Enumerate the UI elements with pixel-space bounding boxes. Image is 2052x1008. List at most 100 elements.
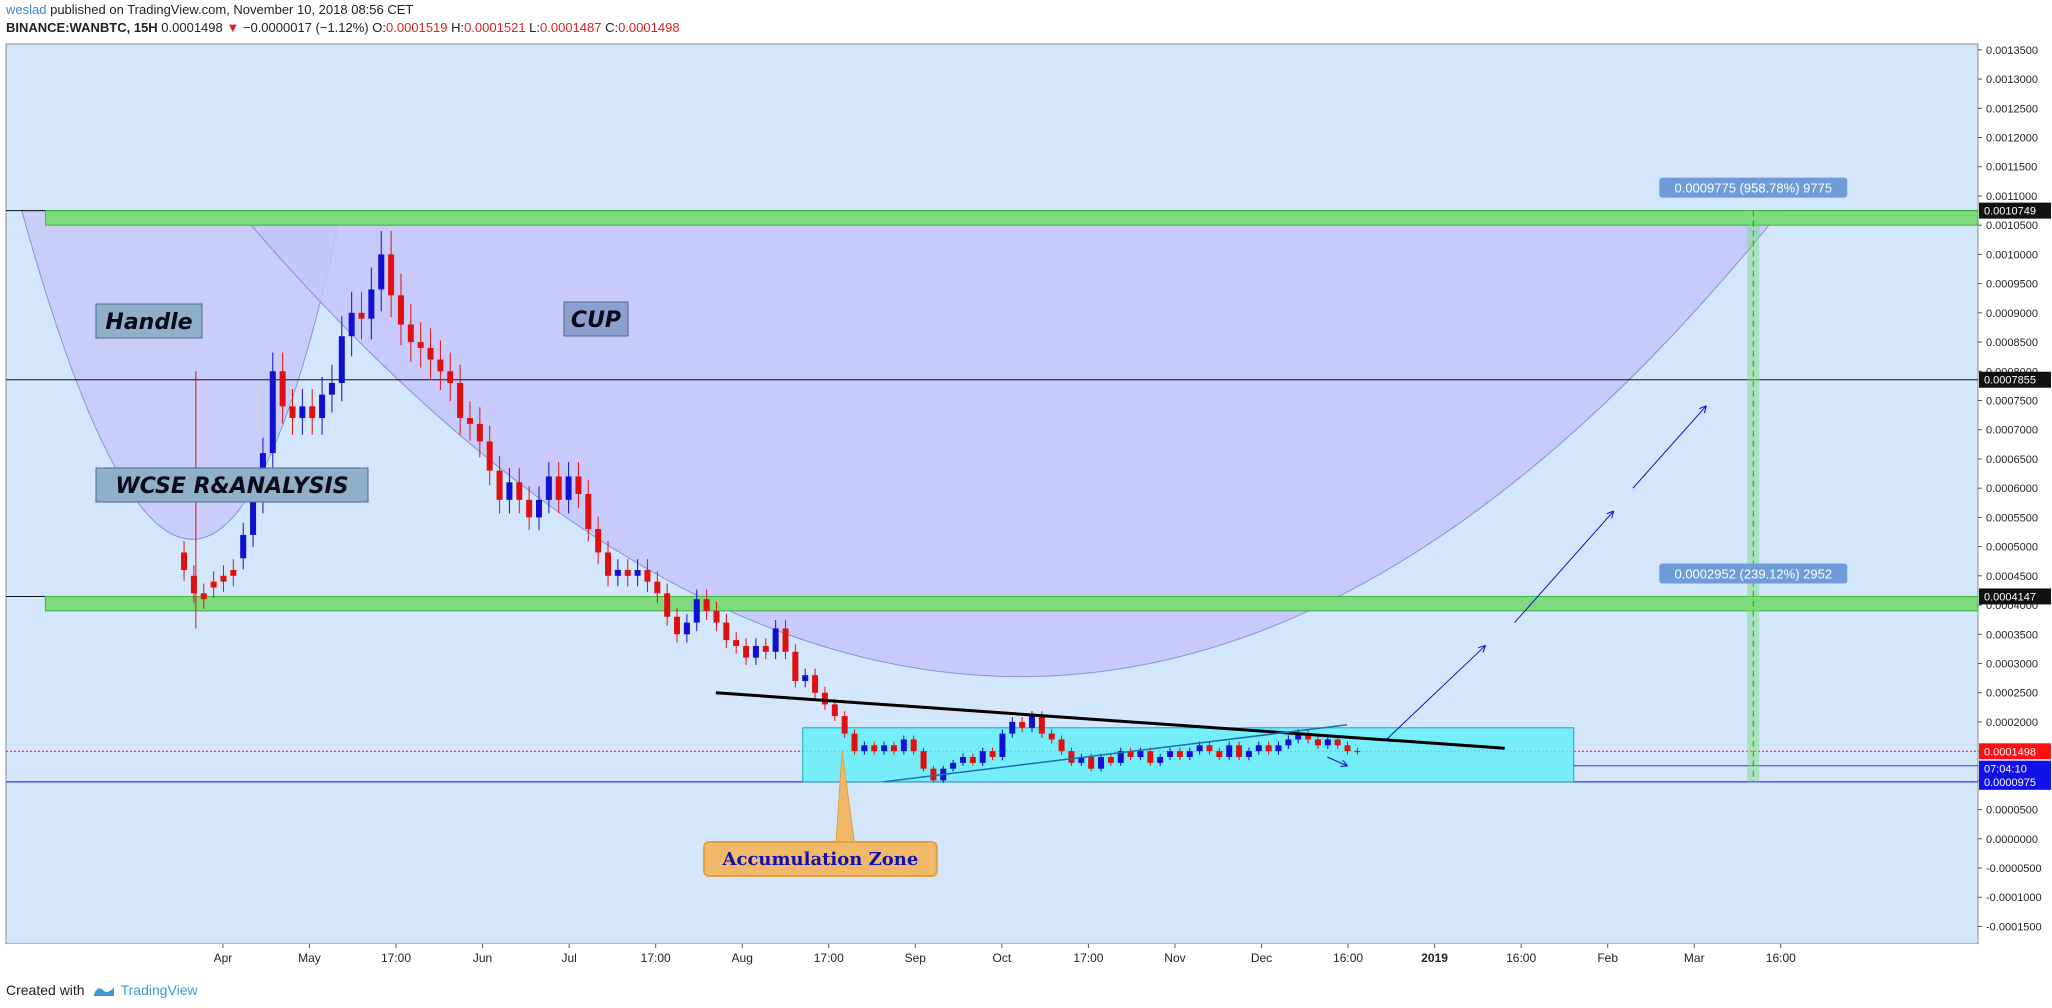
candle-body xyxy=(1206,745,1213,752)
candle-body xyxy=(1127,751,1134,757)
candle-body xyxy=(812,675,819,693)
candle-body xyxy=(950,762,957,769)
y-tick-label: 0.0009500 xyxy=(1986,279,2038,291)
candle-body xyxy=(1078,756,1085,763)
close-value: 0.0001498 xyxy=(618,20,680,35)
accumulation-callout: Accumulation Zone xyxy=(703,751,938,877)
y-tick-label: 0.0011500 xyxy=(1986,162,2037,174)
candle-body xyxy=(299,406,306,419)
publish-line: weslad published on TradingView.com, Nov… xyxy=(6,2,413,17)
candle-body xyxy=(1295,733,1302,740)
y-tick-label: 0.0007000 xyxy=(1986,425,2038,437)
candle-body xyxy=(348,312,355,337)
high-label: H: xyxy=(451,20,465,35)
candle-body xyxy=(1285,739,1292,746)
price-tag-label: 07:04:10 xyxy=(1984,764,2027,776)
candle-body xyxy=(516,482,523,500)
candle-body xyxy=(634,569,641,576)
candle-body xyxy=(210,581,217,588)
candle-body xyxy=(723,622,730,641)
candle-body xyxy=(279,371,286,407)
price-tag-box xyxy=(1979,588,2051,605)
candle-body xyxy=(1137,751,1144,757)
candle-body xyxy=(289,406,296,419)
support-trendline xyxy=(883,724,1348,783)
candle-body xyxy=(417,342,424,348)
candle-body xyxy=(1088,756,1095,769)
author-link[interactable]: weslad xyxy=(6,2,47,17)
candle-body xyxy=(230,569,237,576)
price-tag-label: 0.0007855 xyxy=(1984,375,2036,387)
candle-body xyxy=(1107,756,1114,763)
price-tag-box xyxy=(1979,760,2051,777)
candle-body xyxy=(959,756,966,763)
candle-body xyxy=(1236,745,1243,757)
candle-body xyxy=(693,599,700,623)
candle-body xyxy=(644,569,651,582)
handle-label-box xyxy=(95,303,203,339)
y-tick-label: 0.0010500 xyxy=(1986,220,2038,232)
y-tick-label: 0.0000500 xyxy=(1986,805,2038,817)
candle-body xyxy=(181,552,188,570)
x-tick-label: 16:00 xyxy=(1506,951,1536,965)
candle-body xyxy=(999,733,1006,757)
symbol-label: BINANCE:WANBTC, 15H xyxy=(6,20,158,35)
candle-body xyxy=(1058,739,1065,752)
tradingview-brand[interactable]: TradingView xyxy=(93,982,198,998)
y-tick-label: -0.0001500 xyxy=(1986,921,2042,933)
price-tag-label: 0.0010749 xyxy=(1984,206,2036,218)
footer: Created with TradingView xyxy=(6,982,198,998)
candle-body xyxy=(1009,721,1016,734)
candle-body xyxy=(624,569,631,576)
candle-body xyxy=(358,312,365,319)
y-tick-label: 0.0004500 xyxy=(1986,571,2038,583)
candle-body xyxy=(821,692,828,705)
y-tick-label: 0.0013000 xyxy=(1986,74,2038,86)
x-tick-label: Aug xyxy=(732,951,753,965)
candle-body xyxy=(397,295,404,325)
candle-body xyxy=(427,347,434,360)
y-tick-label: 0.0010000 xyxy=(1986,249,2038,261)
candle-body xyxy=(900,739,907,752)
annotations: Handle CUP WCSE R&ANALYSIS Accumulation Zon… xyxy=(95,177,1848,877)
y-tick-label: 0.0002000 xyxy=(1986,717,2038,729)
price-tag-box xyxy=(1979,202,2051,219)
last-price: 0.0001498 xyxy=(161,20,223,35)
y-tick-label: 0.0006000 xyxy=(1986,483,2038,495)
candle-body xyxy=(1186,751,1193,757)
down-arrow xyxy=(1327,756,1347,766)
x-tick-label: Sep xyxy=(905,951,927,965)
price-tag-box xyxy=(1979,743,2051,760)
x-tick-label: 17:00 xyxy=(814,951,844,965)
wcse-label-text: WCSE R&ANALYSIS xyxy=(115,474,348,499)
candle-body xyxy=(200,593,207,600)
candle-body xyxy=(871,745,878,752)
x-tick-label: Feb xyxy=(1597,951,1618,965)
candle-body xyxy=(585,494,592,530)
candle-body xyxy=(1157,756,1164,763)
candle-body xyxy=(1068,751,1075,763)
resistance-trendline xyxy=(715,691,1505,750)
candle-body xyxy=(536,499,542,518)
price-chart[interactable]: Handle CUP WCSE R&ANALYSIS Accumulation Zon… xyxy=(0,40,2052,980)
measure-mid-tag-text: 0.0002952 (239.12%) 2952 xyxy=(1674,566,1832,581)
trend-drawings xyxy=(715,406,1706,783)
x-tick-label: 16:00 xyxy=(1766,951,1796,965)
candle-body xyxy=(595,529,602,553)
candle-body xyxy=(614,569,621,576)
candle-body xyxy=(861,745,868,752)
candle-body xyxy=(555,476,562,500)
x-tick-label: Nov xyxy=(1164,951,1185,965)
candle-body xyxy=(309,406,316,419)
y-tick-label: 0.0012000 xyxy=(1986,133,2038,145)
candle-body xyxy=(792,651,799,682)
candle-body xyxy=(841,716,848,734)
candle-body xyxy=(447,371,454,383)
price-tag-box xyxy=(1979,773,2051,790)
accumulation-box xyxy=(703,841,938,877)
measure-top-tag-text: 0.0009775 (958.78%) 9775 xyxy=(1674,181,1832,196)
y-tick-label: 0.0000000 xyxy=(1986,834,2038,846)
candle-body xyxy=(190,575,197,594)
projection-arrow-3 xyxy=(1632,406,1706,489)
candle-body xyxy=(1216,751,1223,757)
